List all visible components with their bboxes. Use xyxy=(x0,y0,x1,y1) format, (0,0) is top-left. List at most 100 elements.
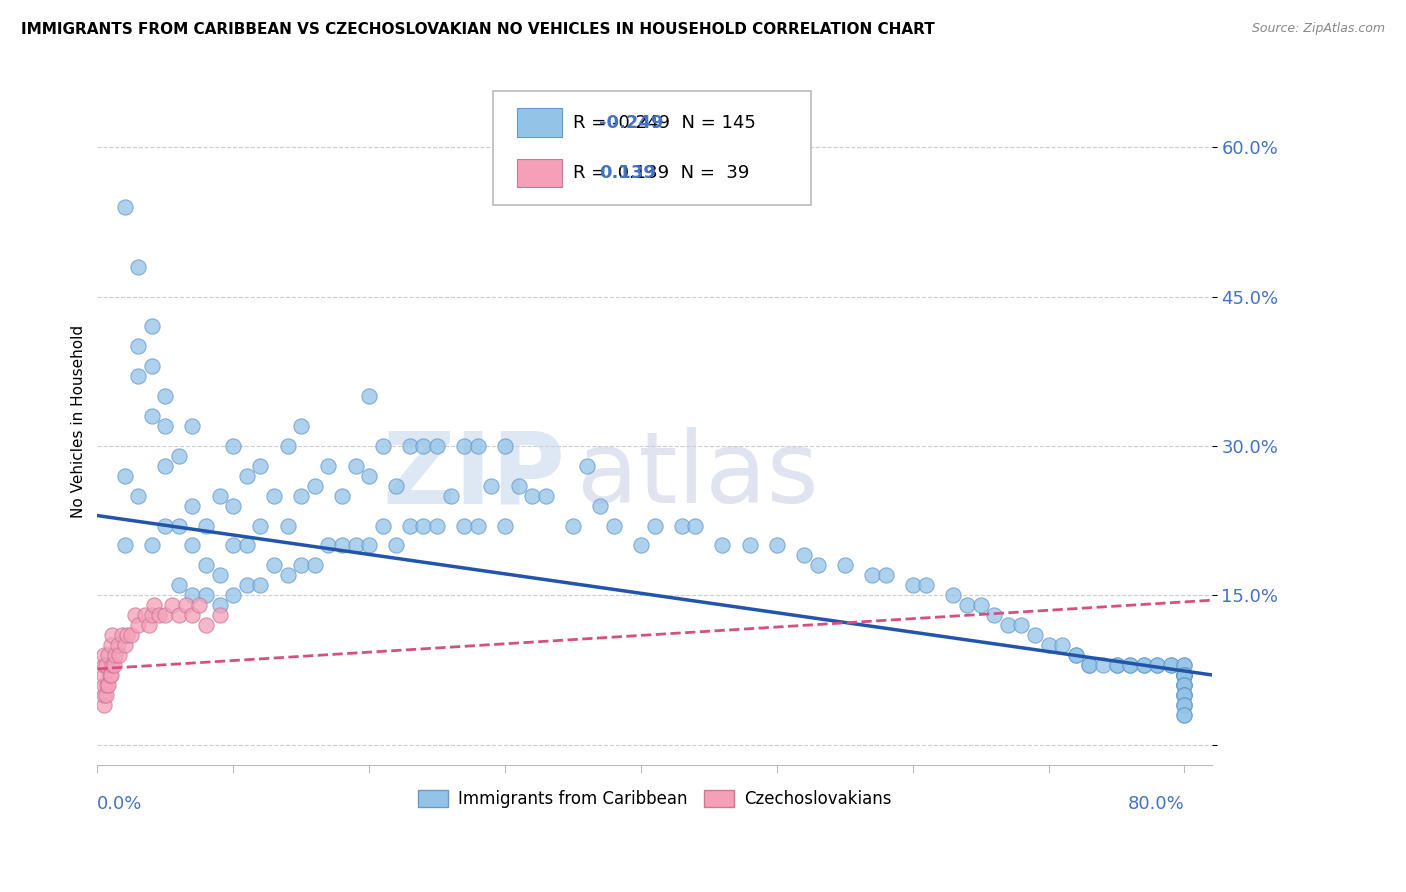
FancyBboxPatch shape xyxy=(517,108,562,137)
Point xyxy=(426,439,449,453)
Point xyxy=(236,578,259,592)
Point xyxy=(766,538,789,552)
Point xyxy=(969,598,991,612)
Point xyxy=(127,260,149,274)
Point xyxy=(901,578,924,592)
Point xyxy=(108,648,131,662)
Point xyxy=(1173,668,1195,682)
Point xyxy=(1132,657,1154,672)
Point xyxy=(249,518,271,533)
Point xyxy=(96,678,118,692)
Point xyxy=(1173,688,1195,702)
FancyBboxPatch shape xyxy=(517,159,562,187)
Point xyxy=(1146,657,1168,672)
Text: IMMIGRANTS FROM CARIBBEAN VS CZECHOSLOVAKIAN NO VEHICLES IN HOUSEHOLD CORRELATIO: IMMIGRANTS FROM CARIBBEAN VS CZECHOSLOVA… xyxy=(21,22,935,37)
Point xyxy=(127,369,149,384)
Point xyxy=(359,389,381,403)
Point xyxy=(290,558,312,573)
Point xyxy=(290,419,312,434)
Point xyxy=(793,549,815,563)
Point xyxy=(738,538,761,552)
Point xyxy=(344,458,367,473)
Point xyxy=(1119,657,1142,672)
Point xyxy=(1173,678,1195,692)
Point xyxy=(167,578,190,592)
Point xyxy=(399,439,422,453)
Point xyxy=(181,499,204,513)
Point xyxy=(93,678,115,692)
Point xyxy=(371,439,394,453)
Point xyxy=(181,588,204,602)
Point xyxy=(1173,688,1195,702)
Point xyxy=(385,479,408,493)
FancyBboxPatch shape xyxy=(494,91,810,204)
Point xyxy=(195,618,218,632)
Point xyxy=(277,568,299,582)
Point xyxy=(440,489,463,503)
Point xyxy=(1173,668,1195,682)
Point xyxy=(114,538,136,552)
Point xyxy=(103,657,125,672)
Point xyxy=(1173,668,1195,682)
Point xyxy=(222,499,245,513)
Point xyxy=(263,489,285,503)
Point xyxy=(236,468,259,483)
Point xyxy=(481,479,503,493)
Point xyxy=(1064,648,1087,662)
Point xyxy=(141,319,163,334)
Point xyxy=(1091,657,1114,672)
Point xyxy=(1024,628,1046,642)
Point xyxy=(603,518,626,533)
Text: 0.139: 0.139 xyxy=(599,164,655,182)
Point xyxy=(117,628,139,642)
Point xyxy=(188,598,211,612)
Point xyxy=(1173,707,1195,722)
Text: R =  0.139  N =  39: R = 0.139 N = 39 xyxy=(574,164,749,182)
Point xyxy=(1078,657,1101,672)
Point xyxy=(222,439,245,453)
Point xyxy=(508,479,530,493)
Point xyxy=(1173,698,1195,712)
Text: Source: ZipAtlas.com: Source: ZipAtlas.com xyxy=(1251,22,1385,36)
Point xyxy=(1173,698,1195,712)
Point xyxy=(222,538,245,552)
Point xyxy=(277,518,299,533)
Point xyxy=(412,518,434,533)
Point xyxy=(167,608,190,623)
Point xyxy=(711,538,734,552)
Point xyxy=(138,618,160,632)
Point xyxy=(385,538,408,552)
Point xyxy=(98,668,121,682)
Point xyxy=(1105,657,1128,672)
Point xyxy=(155,518,177,533)
Text: ZIP: ZIP xyxy=(382,427,565,524)
Point xyxy=(806,558,828,573)
Point xyxy=(1064,648,1087,662)
Point xyxy=(1038,638,1060,652)
Point xyxy=(100,638,122,652)
Point xyxy=(399,518,422,533)
Point xyxy=(304,558,326,573)
Point xyxy=(330,489,353,503)
Point xyxy=(93,698,115,712)
Point xyxy=(1173,688,1195,702)
Point xyxy=(860,568,883,582)
Point xyxy=(114,468,136,483)
Point xyxy=(359,468,381,483)
Text: 0.0%: 0.0% xyxy=(97,795,143,814)
Point xyxy=(426,518,449,533)
Point xyxy=(1173,657,1195,672)
Point xyxy=(100,668,122,682)
Point xyxy=(93,648,115,662)
Point xyxy=(371,518,394,533)
Point xyxy=(942,588,965,602)
Point xyxy=(344,538,367,552)
Point xyxy=(148,608,170,623)
Point xyxy=(134,608,156,623)
Point xyxy=(127,339,149,353)
Point xyxy=(93,688,115,702)
Point xyxy=(1105,657,1128,672)
Point xyxy=(101,628,124,642)
Point xyxy=(181,538,204,552)
Point xyxy=(1132,657,1154,672)
